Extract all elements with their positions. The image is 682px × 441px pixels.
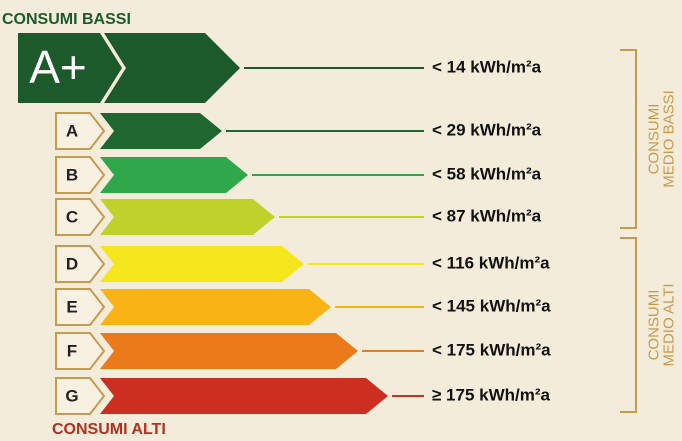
class-label: < 145 kWh/m²a [432, 296, 551, 315]
class-letter: F [67, 341, 77, 360]
class-box [55, 245, 106, 283]
class-arrow [100, 246, 304, 282]
class-letter: E [66, 297, 77, 316]
class-label: < 14 kWh/m²a [432, 57, 542, 76]
class-arrow [100, 113, 222, 149]
class-label: ≥ 175 kWh/m²a [432, 385, 551, 404]
class-arrow [100, 157, 248, 193]
bottom-label: CONSUMI ALTI [52, 421, 166, 438]
class-arrow [100, 199, 275, 235]
class-letter: C [66, 207, 78, 226]
group-label-line: MEDIO ALTI [660, 283, 677, 366]
group-label-line: MEDIO BASSI [660, 90, 677, 188]
class-letter: G [65, 386, 78, 405]
group-label-line: CONSUMI [645, 290, 662, 361]
class-arrow [100, 289, 331, 325]
class-label: < 175 kWh/m²a [432, 340, 551, 359]
class-label: < 87 kWh/m²a [432, 206, 542, 225]
class-box [55, 332, 106, 370]
group-brackets [620, 49, 637, 413]
class-box [55, 288, 106, 326]
top-label: CONSUMI BASSI [2, 11, 131, 28]
class-box [55, 377, 106, 415]
class-letter: B [66, 165, 78, 184]
group-label-line: CONSUMI [645, 104, 662, 175]
class-letter: A [66, 121, 78, 140]
class-box [18, 33, 122, 103]
class-box [55, 112, 106, 150]
class-arrow [100, 333, 358, 369]
class-label: < 58 kWh/m²a [432, 164, 542, 183]
class-arrow [100, 378, 388, 414]
class-label: < 116 kWh/m²a [432, 253, 550, 272]
class-letter: A+ [29, 41, 87, 93]
class-box [55, 156, 106, 194]
class-letter: D [66, 254, 78, 273]
class-label: < 29 kWh/m²a [432, 120, 542, 139]
class-box [55, 198, 106, 236]
class-arrow [104, 33, 240, 103]
